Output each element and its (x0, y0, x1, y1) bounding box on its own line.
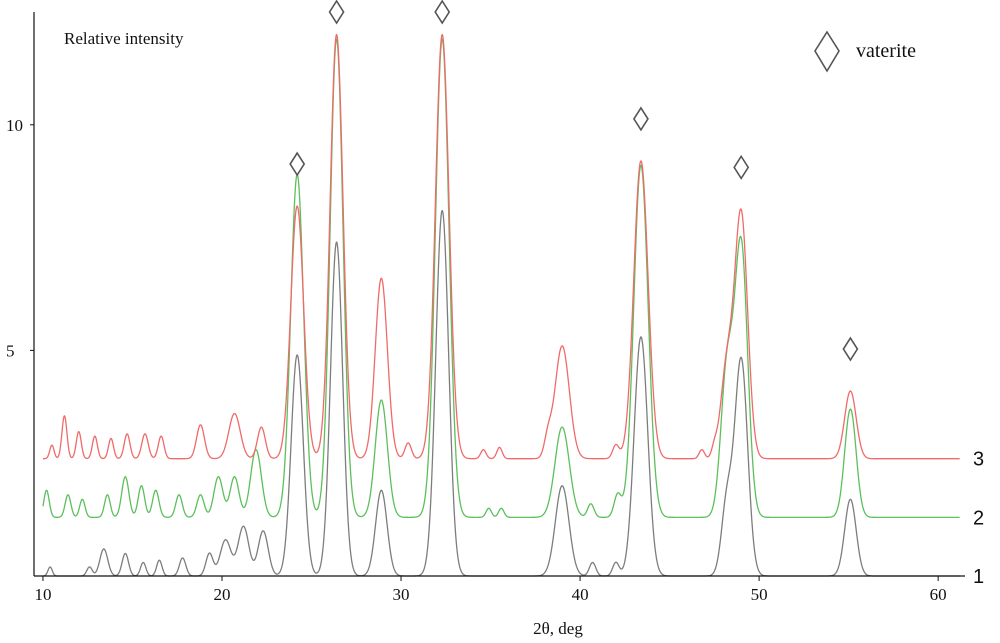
series-label-1: 1 (973, 566, 984, 588)
x-tick-label: 10 (34, 585, 51, 604)
tick-layer: 10 20 30 40 50 60 5 10 (6, 116, 947, 604)
y-tick-label: 10 (6, 116, 23, 135)
axes-layer (33, 12, 965, 577)
series-2-line (42, 38, 960, 518)
x-tick-label: 40 (572, 585, 589, 604)
vaterite-marker-icon (632, 106, 649, 132)
legend-label: vaterite (856, 40, 916, 62)
x-axis-title: 2θ, deg (533, 619, 583, 638)
y-tick-label: 5 (6, 341, 15, 360)
legend-diamond-icon (814, 30, 840, 73)
x-tick-label: 50 (751, 585, 768, 604)
legend: vaterite (814, 30, 916, 73)
x-tick-label: 30 (393, 585, 410, 604)
y-axis-title: Relative intensity (64, 29, 184, 48)
x-tick-label: 20 (213, 585, 230, 604)
series-label-3: 3 (973, 449, 984, 471)
marker-layer (289, 0, 859, 362)
vaterite-marker-icon (434, 0, 451, 25)
series-1-line (42, 209, 960, 577)
series-label-2: 2 (973, 507, 984, 529)
vaterite-marker-icon (289, 151, 306, 177)
vaterite-marker-icon (842, 336, 859, 362)
vaterite-marker-icon (328, 0, 345, 25)
vaterite-marker-icon (733, 154, 750, 180)
series-3-line (42, 33, 960, 460)
series-layer (42, 33, 960, 577)
series-label-layer: 1 2 3 (973, 449, 984, 588)
x-tick-label: 60 (930, 585, 947, 604)
